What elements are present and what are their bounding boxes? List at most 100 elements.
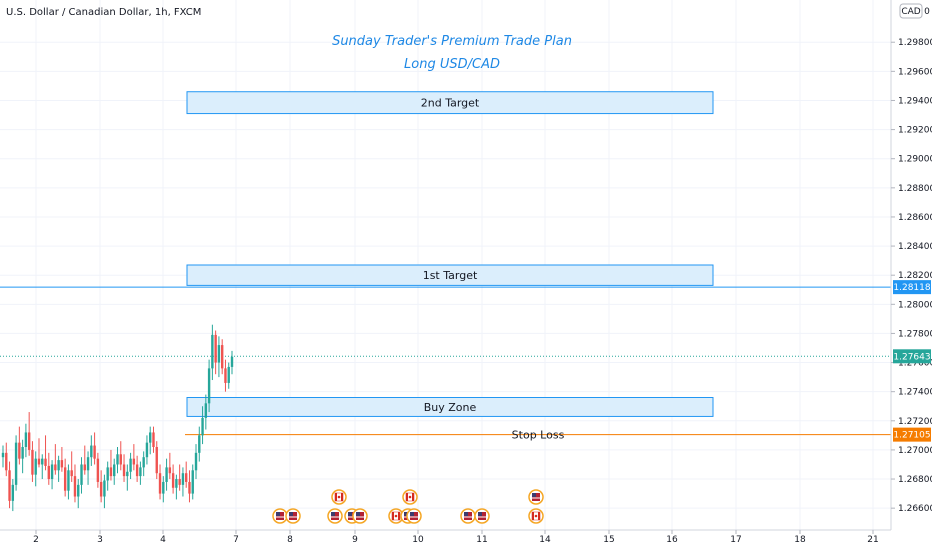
candle-body-42	[139, 467, 142, 477]
canada-flag-leaf-5	[337, 495, 341, 499]
time-tick-label-8: 14	[539, 535, 551, 545]
symbol-title: U.S. Dollar / Canadian Dollar, 1h, FXCM	[6, 7, 201, 18]
candle-body-56	[185, 473, 188, 482]
time-tick-label-9: 15	[603, 535, 614, 545]
canada-flag-left-5	[335, 493, 337, 501]
zone-label-0: 2nd Target	[421, 97, 480, 110]
time-tick-label-1: 3	[97, 535, 103, 545]
candle-body-11	[37, 458, 41, 465]
last-price-tag-label: 1.27643	[893, 352, 930, 362]
candle-body-5	[18, 442, 21, 459]
candle-body-18	[60, 460, 64, 468]
price-tick-label-4: 1.27400	[898, 388, 932, 398]
price-tick-label-8: 1.28200	[898, 271, 932, 281]
price-tick-label-7: 1.28000	[898, 300, 932, 310]
canada-flag-leaf-12	[534, 514, 538, 518]
candle-body-48	[158, 473, 162, 494]
candle-body-38	[126, 471, 129, 477]
resistance-price-tag-label: 1.28118	[893, 283, 930, 293]
annotation-title[interactable]: Sunday Trader's Premium Trade Plan	[332, 34, 572, 49]
annotation-subtitle[interactable]: Long USD/CAD	[404, 57, 500, 72]
canada-flag-left-9	[406, 493, 408, 501]
candle-body-19	[63, 467, 67, 491]
candle-body-68	[224, 368, 227, 383]
candles-layer	[1, 324, 234, 512]
candle-body-26	[86, 457, 90, 471]
price-tick-label-3: 1.27200	[898, 417, 932, 427]
time-axis[interactable]: 2 3 4 7 8 9 10 11 14 15 16 17 18 21	[33, 530, 879, 545]
price-tick-label-2: 1.27000	[898, 446, 932, 456]
price-tick-label-1: 1.26800	[898, 475, 932, 485]
candle-body-3	[11, 484, 15, 501]
currency-badge-label: CAD	[901, 7, 920, 17]
currency-badge-box[interactable]	[899, 3, 923, 19]
currency-badge[interactable]: CAD 0	[899, 3, 930, 19]
candle-body-57	[188, 481, 191, 494]
price-tick-label-0: 1.26600	[898, 504, 932, 514]
candle-body-45	[149, 432, 152, 443]
candle-body-63	[207, 368, 211, 404]
candle-body-0	[1, 452, 5, 458]
price-tick-label-9: 1.28400	[898, 242, 932, 252]
candle-body-66	[217, 345, 221, 363]
canada-flag-left-12	[532, 512, 534, 520]
candle-body-58	[191, 470, 194, 494]
price-tick-label-12: 1.29000	[898, 155, 932, 165]
price-tags: 1.28118 1.27105 1.27643	[893, 280, 931, 442]
us-flag-canton-10	[464, 512, 468, 516]
time-tick-label-3: 7	[233, 535, 239, 545]
last-price-tag	[893, 349, 931, 364]
candle-body-24	[80, 464, 83, 485]
time-tick-label-10: 16	[666, 535, 678, 545]
candle-body-61	[201, 417, 204, 436]
candle-body-1	[5, 452, 8, 471]
price-axis[interactable]: 1.26600 1.26800 1.27000 1.27200 1.27400 1.276…	[891, 38, 932, 514]
candle-body-49	[162, 481, 165, 494]
candle-body-12	[41, 458, 44, 465]
candle-body-69	[227, 366, 230, 383]
canada-flag-left-6	[392, 512, 394, 520]
candle-body-33	[109, 467, 113, 477]
candle-body-43	[142, 457, 145, 468]
horizontal-lines-layer[interactable]: Stop Loss	[0, 286, 891, 442]
canada-flag-right-9	[412, 493, 414, 501]
time-tick-label-5: 9	[352, 535, 358, 545]
candle-body-32	[106, 467, 109, 481]
candle-body-30	[99, 481, 103, 497]
time-tick-label-7: 11	[476, 535, 487, 545]
candle-body-34	[113, 464, 116, 477]
zone-box-1[interactable]	[186, 264, 714, 286]
candle-body-9	[31, 449, 34, 475]
candle-body-59	[194, 452, 198, 471]
candle-body-52	[171, 473, 175, 488]
price-tick-label-13: 1.29200	[898, 126, 932, 136]
candle-body-35	[116, 454, 119, 465]
zone-box-2[interactable]	[186, 397, 714, 417]
zone-box-0[interactable]	[186, 91, 714, 115]
candle-body-22	[73, 476, 77, 497]
zones-layer[interactable]: 2nd Target 1st Target Buy Zone	[186, 91, 714, 417]
candle-body-60	[198, 435, 201, 453]
currency-badge-suffix: 0	[924, 7, 930, 17]
canada-flag-right-5	[341, 493, 343, 501]
candle-body-25	[83, 464, 86, 471]
candle-body-39	[129, 458, 132, 472]
us-flag-canton-11	[478, 512, 482, 516]
zone-label-2: Buy Zone	[424, 401, 477, 414]
resistance-price-tag	[893, 280, 931, 295]
candle-body-17	[57, 460, 60, 471]
time-tick-label-0: 2	[33, 535, 39, 545]
candle-body-67	[220, 345, 224, 369]
time-tick-label-4: 8	[287, 535, 293, 545]
candle-body-16	[54, 464, 57, 471]
canada-flag-right-6	[398, 512, 400, 520]
event-markers-layer[interactable]	[272, 489, 544, 524]
candle-body-2	[8, 470, 11, 501]
canada-flag-right-12	[538, 512, 540, 520]
candle-body-4	[14, 442, 18, 485]
candle-body-20	[67, 470, 70, 491]
candle-body-65	[214, 334, 217, 363]
candle-body-51	[168, 467, 172, 474]
stop-loss-label: Stop Loss	[512, 429, 565, 442]
